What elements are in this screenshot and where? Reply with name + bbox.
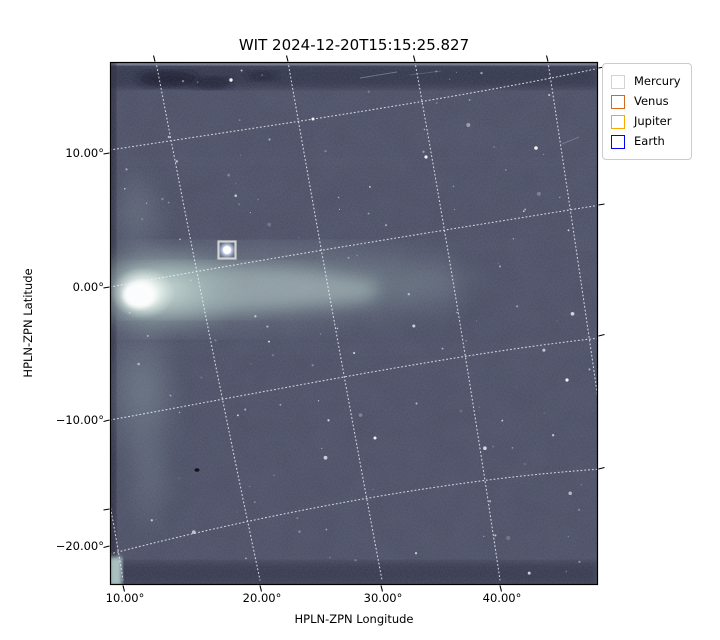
grid-longitude-30	[287, 62, 383, 581]
x-tick-label: 40.00°	[482, 591, 522, 605]
axes-spines	[109, 61, 599, 586]
grid-longitude-20	[155, 62, 261, 581]
y-tick-label: −20.00°	[55, 539, 104, 553]
x-axis-label: HPLN-ZPN Longitude	[294, 612, 414, 626]
legend-item-jupiter: Jupiter	[611, 112, 681, 131]
legend-item-earth: Earth	[611, 132, 681, 151]
legend-label: Venus	[634, 94, 669, 108]
grid-latitude-0	[110, 204, 598, 288]
earth-marker-swatch	[611, 134, 625, 149]
axis-ticks	[103, 55, 605, 592]
mercury-marker-swatch	[611, 74, 625, 89]
image-canvas	[103, 55, 605, 592]
venus-marker-swatch	[611, 94, 625, 109]
y-tick-label: 10.00°	[65, 146, 104, 160]
legend-label: Earth	[634, 134, 665, 148]
grid-longitude-10	[110, 504, 124, 581]
jupiter-marker-swatch	[611, 114, 625, 129]
legend: Mercury Venus Jupiter Earth	[602, 63, 692, 160]
grid-longitude-50	[547, 62, 598, 403]
grid-latitude--10	[110, 337, 598, 421]
x-tick-label: 10.00°	[105, 591, 145, 605]
legend-item-venus: Venus	[611, 92, 681, 111]
y-axis-label: HPLN-ZPN Latitude	[21, 268, 35, 378]
mercury-marker	[217, 240, 237, 260]
grid-latitude-10	[110, 67, 598, 151]
legend-label: Mercury	[634, 74, 681, 88]
y-tick-label: 0.00°	[72, 280, 104, 294]
legend-label: Jupiter	[634, 114, 672, 128]
grid-longitude-40	[414, 62, 501, 581]
plot-area	[103, 55, 605, 592]
plot-title: WIT 2024-12-20T15:15:25.827	[238, 36, 470, 54]
legend-item-mercury: Mercury	[611, 72, 681, 91]
grid-latitude--20	[110, 468, 598, 555]
coordinate-grid	[110, 62, 598, 581]
solar-image	[110, 62, 598, 585]
x-tick-label: 30.00°	[363, 591, 403, 605]
x-tick-label: 20.00°	[242, 591, 282, 605]
y-tick-label: −10.00°	[55, 413, 104, 427]
